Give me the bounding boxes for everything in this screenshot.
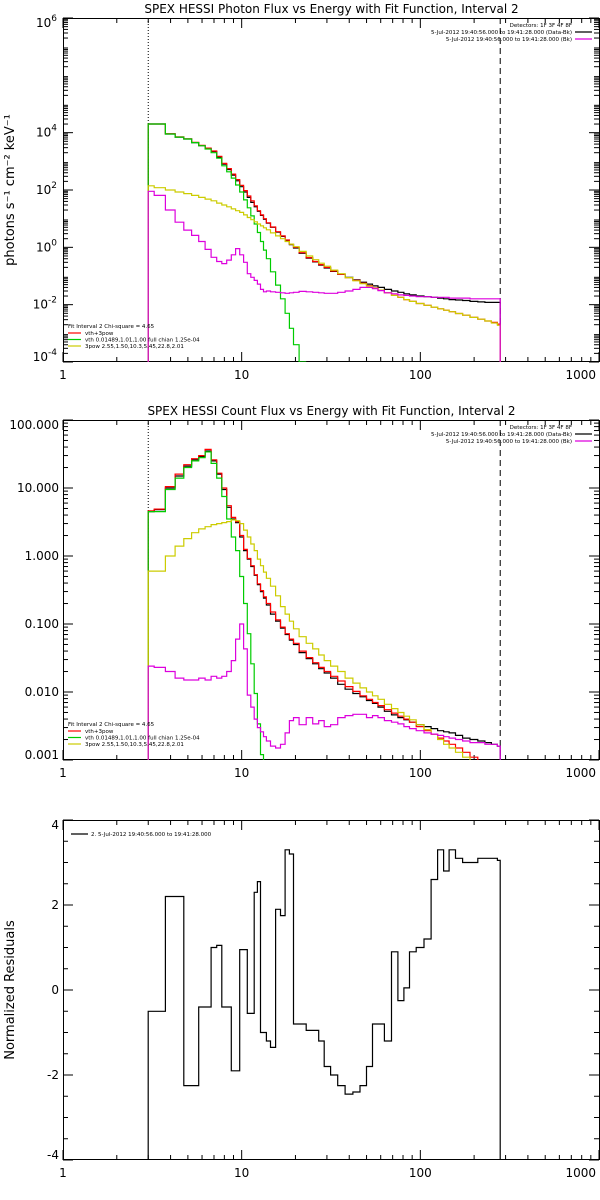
plot-frame — [63, 18, 600, 362]
y-tick-label: 4 — [51, 818, 59, 832]
fit-legend-label: vth 0.01489,1.01,1.00 full chian 1.25e-0… — [85, 338, 200, 344]
y-tick-label: 0.010 — [25, 685, 59, 699]
legend-entry-label: 5-Jul-2012 19:40:56.000 to 19:41:28.000 … — [431, 30, 572, 36]
x-tick-label: 10 — [234, 766, 249, 780]
detector-legend: Detectors: 1F 3F 4F 8F5-Jul-2012 19:40:5… — [431, 425, 592, 445]
series-group — [147, 849, 501, 1160]
y-tick-label: -2 — [47, 1068, 59, 1082]
series-group — [147, 123, 501, 362]
residual-legend: 2. 5-Jul-2012 19:40:56.000 to 19:41:28.0… — [71, 832, 212, 838]
series-line-vth-3pow — [147, 123, 501, 362]
y-tick-label: 100 — [36, 238, 57, 254]
fit-legend-label: vth+3pow — [85, 729, 114, 735]
chart-panel-1: SPEX HESSI Photon Flux vs Energy with Fi… — [3, 2, 600, 382]
x-tick-label: 1000 — [565, 368, 596, 382]
x-tick-label: 10 — [234, 368, 249, 382]
legend-entry-label: 5-Jul-2012 19:40:56.000 to 19:41:28.000 … — [431, 432, 572, 438]
legend-header: Detectors: 1F 3F 4F 8F — [510, 23, 572, 29]
chart-panel-2: SPEX HESSI Count Flux vs Energy with Fit… — [9, 404, 600, 780]
series-line-data-bk — [147, 450, 501, 760]
y-axis-label: Normalized Residuals — [3, 920, 18, 1060]
plot-frame — [63, 820, 600, 1160]
y-axis-label: photons s⁻¹ cm⁻² keV⁻¹ — [3, 114, 18, 266]
y-tick-label: 10-2 — [33, 296, 57, 312]
series-line-data-bk — [147, 123, 501, 362]
chart-title: SPEX HESSI Count Flux vs Energy with Fit… — [147, 404, 515, 418]
x-tick-label: 10 — [234, 1166, 249, 1180]
series-line-residuals — [147, 849, 501, 1160]
y-tick-label: 0.001 — [25, 748, 59, 762]
fit-legend-label: 3pow 2.55,1.50,10.3,5.45,22.8,2.01 — [85, 344, 184, 350]
chart-panel-3: 1 10 100 1000 -4 -2 0 2 4 Normalized Residuals 2. … — [3, 818, 600, 1180]
x-tick-label: 1 — [59, 1166, 67, 1180]
series-line-3pow — [147, 185, 501, 362]
chart-title: SPEX HESSI Photon Flux vs Energy with Fi… — [144, 2, 518, 16]
x-tick-label: 100 — [409, 1166, 432, 1180]
legend-entry-label: 5-Jul-2012 19:40:56.000 to 19:41:28.000 … — [446, 439, 572, 445]
y-tick-label: 1.000 — [25, 549, 59, 563]
y-tick-label: 0.100 — [25, 617, 59, 631]
x-tick-label: 100 — [409, 368, 432, 382]
y-tick-label: 10-4 — [33, 348, 58, 364]
fit-legend-label: vth 0.01489,1.01,1.00 full chian 1.25e-0… — [85, 736, 200, 742]
legend-entry-label: 5-Jul-2012 19:40:56.000 to 19:41:28.000 … — [446, 37, 572, 43]
y-tick-label: 106 — [36, 14, 57, 30]
detector-legend: Detectors: 1F 3F 4F 8F5-Jul-2012 19:40:5… — [431, 23, 592, 43]
series-line-vth — [147, 451, 277, 760]
y-tick-label: -4 — [47, 1148, 59, 1162]
plot-frame — [63, 420, 600, 760]
residual-legend-label: 2. 5-Jul-2012 19:40:56.000 to 19:41:28.0… — [91, 832, 212, 838]
fit-legend-header: Fit Interval 2 Chi-square = 4.65 — [68, 324, 155, 330]
legend-header: Detectors: 1F 3F 4F 8F — [510, 425, 572, 431]
y-tick-label: 2 — [51, 898, 59, 912]
series-line-bk — [147, 623, 501, 760]
y-tick-label: 100.000 — [9, 418, 59, 432]
fit-legend-header: Fit Interval 2 Chi-square = 4.65 — [68, 722, 155, 728]
fit-legend-label: vth+3pow — [85, 331, 114, 337]
fit-legend: Fit Interval 2 Chi-square = 4.65vth+3pow… — [68, 722, 200, 748]
x-tick-label: 1 — [59, 766, 67, 780]
fit-legend-label: 3pow 2.55,1.50,10.3,5.45,22.8,2.01 — [85, 742, 184, 748]
x-tick-label: 1000 — [565, 766, 596, 780]
x-tick-label: 100 — [409, 766, 432, 780]
fit-legend: Fit Interval 2 Chi-square = 4.65vth+3pow… — [68, 324, 200, 350]
y-tick-label: 10.000 — [17, 481, 59, 495]
x-tick-label: 1 — [59, 368, 67, 382]
series-line-bk — [147, 190, 501, 362]
x-tick-label: 1000 — [565, 1166, 596, 1180]
series-group — [147, 448, 501, 760]
series-line-vth — [147, 123, 307, 362]
y-tick-label: 102 — [36, 181, 57, 197]
y-tick-label: 104 — [36, 124, 57, 140]
y-tick-label: 0 — [51, 983, 59, 997]
series-line-3pow — [147, 519, 501, 760]
